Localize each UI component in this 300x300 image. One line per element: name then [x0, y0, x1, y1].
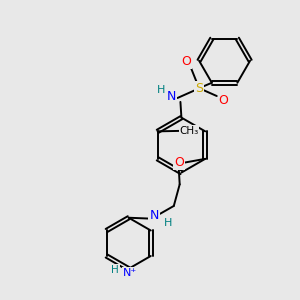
Text: O: O: [182, 55, 191, 68]
Text: CH₃: CH₃: [179, 126, 199, 136]
Text: H: H: [111, 265, 119, 275]
Text: S: S: [195, 82, 203, 95]
Text: N: N: [149, 209, 159, 222]
Text: H: H: [157, 85, 165, 95]
Text: O: O: [174, 156, 184, 169]
Text: N: N: [167, 89, 176, 103]
Text: H: H: [164, 218, 172, 228]
Text: O: O: [219, 94, 229, 107]
Text: N⁺: N⁺: [122, 268, 137, 278]
